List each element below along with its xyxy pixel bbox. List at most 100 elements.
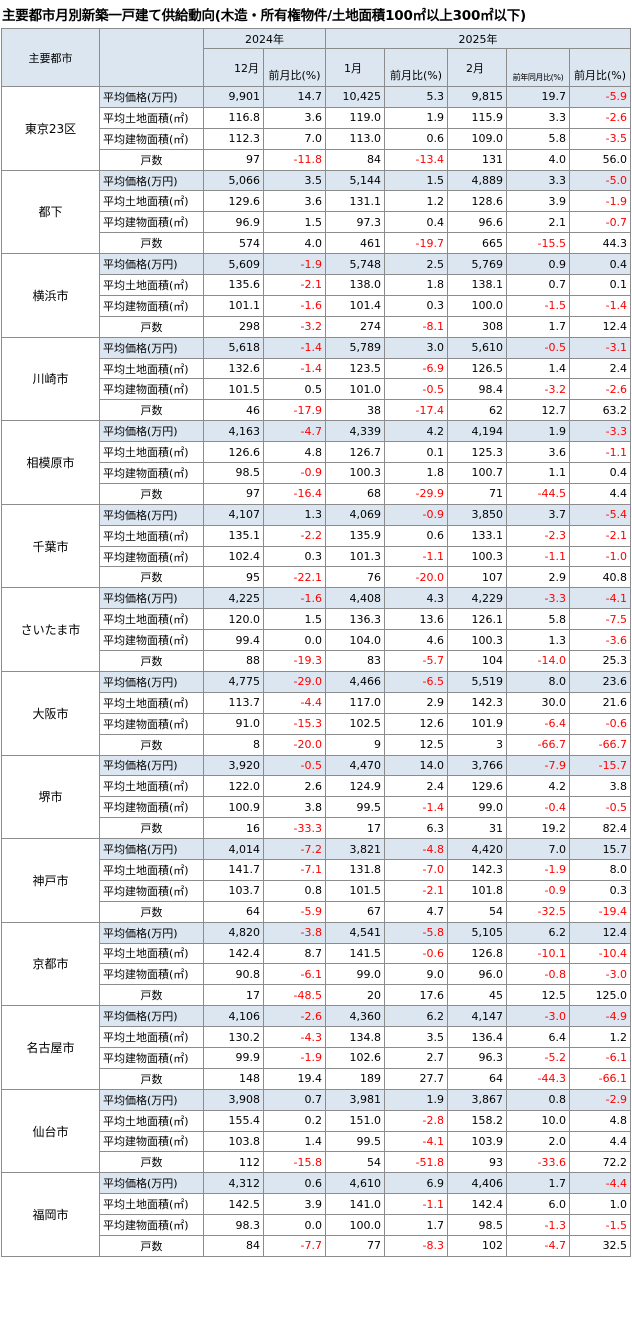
data-cell: 4,541 xyxy=(325,921,385,944)
data-cell: 62 xyxy=(447,399,507,422)
data-cell: 63.2 xyxy=(568,399,632,422)
data-cell: 98.5 xyxy=(447,1214,507,1236)
data-cell: 64 xyxy=(447,1067,507,1090)
page-title: 主要都市月別新築一戸建て供給動向(木造・所有権物件/土地面積100㎡以上300㎡… xyxy=(2,8,527,24)
data-cell: -1.9 xyxy=(263,1046,326,1069)
table-row: 平均建物面積(㎡) 101.5 0.5 101.0 -0.5 98.4 -3.2 -2.6 xyxy=(2,378,632,401)
table-row: さいたま市 平均価格(万円) 4,225 -1.6 4,408 4.3 4,229 -3.3-… xyxy=(1,587,632,672)
data-cell: 4,225 xyxy=(203,587,264,610)
data-cell: -4.1 xyxy=(568,587,632,610)
data-cell: 0.8 xyxy=(506,1088,570,1111)
data-cell: 96.0 xyxy=(447,963,507,986)
row-label: 平均土地面積(㎡) xyxy=(99,357,204,380)
data-cell: -8.3 xyxy=(384,1234,448,1257)
table-row: 平均建物面積(㎡) 100.9 3.8 99.5 -1.4 99.0 -0.4 -0.5 xyxy=(2,796,632,819)
city-name: 神戸市 xyxy=(1,838,100,923)
data-cell: -16.4 xyxy=(263,482,326,505)
data-cell: 9.0 xyxy=(384,963,448,986)
data-cell: -17.9 xyxy=(263,399,326,422)
row-label: 平均建物面積(㎡) xyxy=(99,1046,204,1069)
data-cell: -4.4 xyxy=(568,1172,632,1195)
data-cell: -0.8 xyxy=(506,963,570,986)
data-cell: 19.7 xyxy=(506,86,570,108)
row-label: 平均建物面積(㎡) xyxy=(99,796,204,819)
data-cell: 136.4 xyxy=(447,1026,507,1048)
row-label: 平均建物面積(㎡) xyxy=(99,1214,204,1236)
data-cell: 12.4 xyxy=(568,921,632,944)
data-cell: 38 xyxy=(325,399,385,422)
data-cell: 5,066 xyxy=(203,169,264,192)
data-cell: 142.4 xyxy=(203,942,264,965)
data-cell: 1.9 xyxy=(384,1088,448,1111)
data-cell: -15.8 xyxy=(263,1151,326,1174)
data-cell: 151.0 xyxy=(325,1109,385,1132)
table-row: 戸数 46 -17.9 38 -17.4 62 12.7 63.2 xyxy=(2,399,632,422)
data-cell: 102.5 xyxy=(325,712,385,735)
data-cell: 7.0 xyxy=(506,838,570,860)
data-cell: 1.3 xyxy=(263,503,326,526)
data-cell: -2.1 xyxy=(384,879,448,902)
data-cell: 125.0 xyxy=(568,984,632,1007)
data-cell: 54 xyxy=(325,1151,385,1174)
data-cell: -1.5 xyxy=(506,294,570,317)
table-row: 平均建物面積(㎡) 101.1 -1.6 101.4 0.3 100.0 -1.5 -1.4 xyxy=(2,294,632,317)
data-cell: 101.5 xyxy=(325,879,385,902)
data-cell: 136.3 xyxy=(325,608,385,631)
data-cell: 4.2 xyxy=(384,420,448,443)
data-cell: 4,406 xyxy=(447,1172,507,1195)
data-cell: -4.4 xyxy=(263,691,326,714)
data-cell: -5.7 xyxy=(384,650,448,672)
data-cell: -7.1 xyxy=(263,858,326,881)
row-label: 平均価格(万円) xyxy=(99,1088,204,1111)
data-cell: 97 xyxy=(203,482,264,505)
header-month-feb: 2月 xyxy=(447,48,507,87)
header-item xyxy=(99,28,204,87)
data-cell: 4,610 xyxy=(325,1172,385,1195)
data-cell: -3.3 xyxy=(506,587,570,610)
table-row: 平均建物面積(㎡) 98.3 0.0 100.0 1.7 98.5 -1.3 -1.5 xyxy=(2,1214,632,1236)
table-row: 平均建物面積(㎡) 96.9 1.5 97.3 0.4 96.6 2.1 -0.7 xyxy=(2,211,632,234)
data-cell: -3.0 xyxy=(568,963,632,986)
data-cell: 113.0 xyxy=(325,127,385,150)
data-cell: -5.4 xyxy=(568,503,632,526)
data-cell: 3.0 xyxy=(384,336,448,359)
data-cell: 96.6 xyxy=(447,211,507,234)
data-cell: 4,014 xyxy=(203,838,264,860)
data-cell: 13.6 xyxy=(384,608,448,631)
data-cell: -20.0 xyxy=(384,566,448,589)
data-cell: 3.6 xyxy=(263,106,326,129)
data-cell: 124.9 xyxy=(325,775,385,798)
row-label: 平均価格(万円) xyxy=(99,838,204,860)
data-cell: -22.1 xyxy=(263,566,326,589)
table-row: 平均土地面積(㎡) 142.4 8.7 141.5 -0.6 126.8 -10.1 -10.… xyxy=(2,942,632,965)
data-cell: 93 xyxy=(447,1151,507,1174)
data-cell: 0.1 xyxy=(568,274,632,296)
data-cell: -4.9 xyxy=(568,1005,632,1028)
row-label: 平均建物面積(㎡) xyxy=(99,211,204,234)
header-year-2024: 2024年 xyxy=(203,28,326,49)
data-cell: 1.3 xyxy=(506,629,570,652)
data-cell: -5.8 xyxy=(384,921,448,944)
data-cell: 4.0 xyxy=(506,148,570,171)
data-cell: 4.3 xyxy=(384,587,448,610)
data-cell: 131.1 xyxy=(325,190,385,213)
data-cell: 17.6 xyxy=(384,984,448,1007)
row-label: 平均土地面積(㎡) xyxy=(99,775,204,798)
data-cell: 64 xyxy=(203,900,264,923)
data-cell: -1.1 xyxy=(506,545,570,568)
data-cell: 132.6 xyxy=(203,357,264,380)
data-cell: 3,981 xyxy=(325,1088,385,1111)
data-cell: 0.7 xyxy=(263,1088,326,1111)
data-cell: -15.3 xyxy=(263,712,326,735)
data-cell: 3,867 xyxy=(447,1088,507,1111)
data-cell: 4.0 xyxy=(263,232,326,255)
data-cell: 0.3 xyxy=(568,879,632,902)
data-cell: 123.5 xyxy=(325,357,385,380)
table-row: 戸数 112 -15.8 54 -51.8 93 -33.6 72.2 xyxy=(2,1151,632,1174)
data-cell: -0.5 xyxy=(263,754,326,777)
data-cell: -15.7 xyxy=(568,754,632,777)
city-name: 都下 xyxy=(1,169,100,255)
header-month-dec: 12月 xyxy=(203,48,264,87)
data-cell: 101.8 xyxy=(447,879,507,902)
data-cell: 1.8 xyxy=(384,462,448,484)
